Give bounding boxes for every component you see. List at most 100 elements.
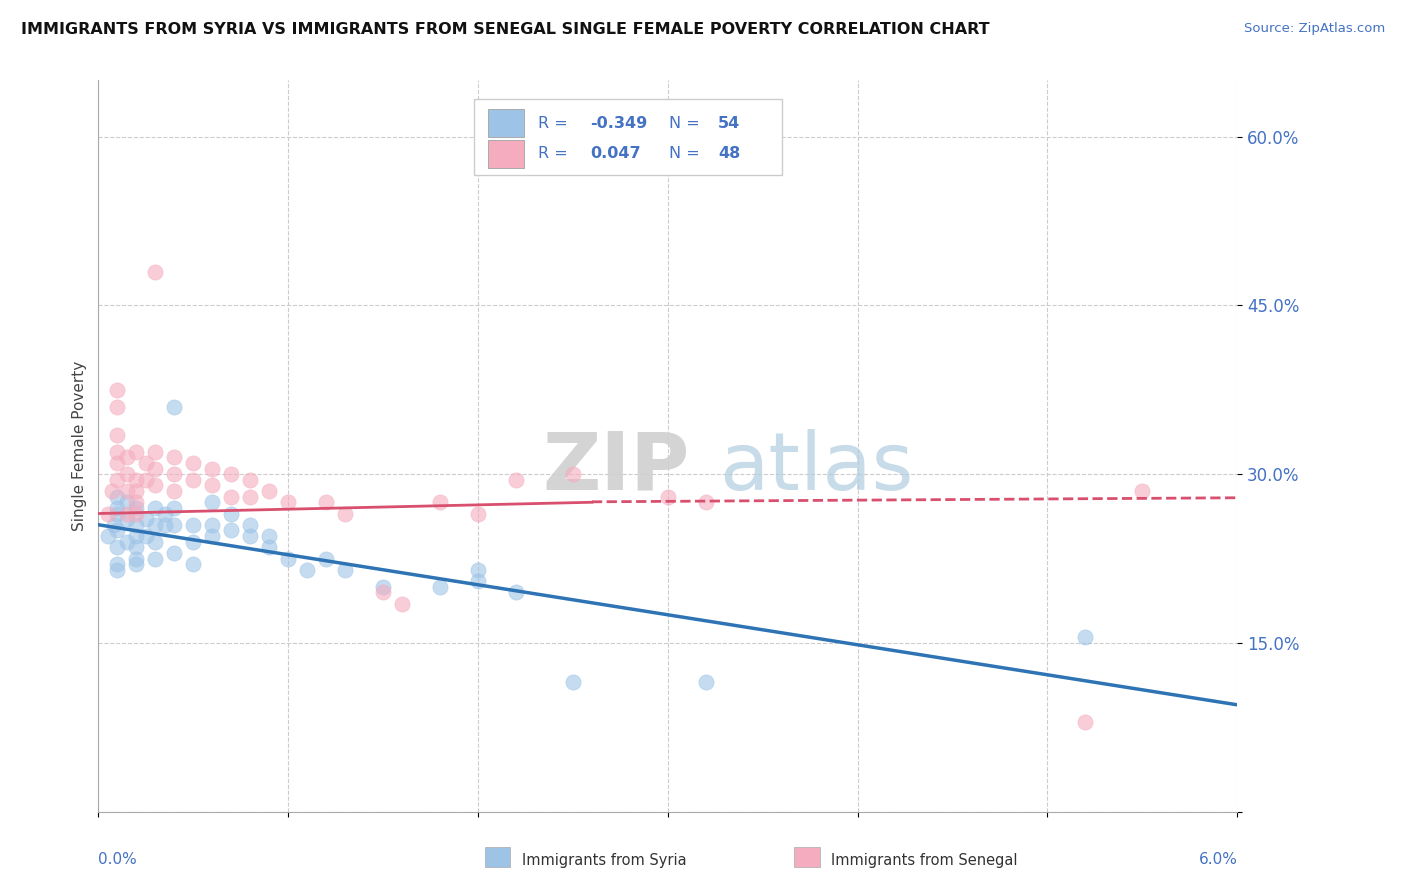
Point <box>297 563 319 577</box>
Point <box>97 529 120 543</box>
Point <box>97 507 120 521</box>
Point <box>115 507 138 521</box>
Point <box>239 529 262 543</box>
Point <box>125 541 148 555</box>
Point <box>259 541 281 555</box>
Point <box>371 580 394 594</box>
Text: N =: N = <box>669 116 704 130</box>
Text: 48: 48 <box>718 146 740 161</box>
Point <box>335 507 357 521</box>
Point <box>201 529 224 543</box>
Point <box>221 490 243 504</box>
Point <box>107 383 129 397</box>
Point <box>135 456 157 470</box>
Point <box>1132 483 1154 498</box>
Point <box>107 563 129 577</box>
Point <box>429 580 451 594</box>
Point <box>153 517 176 532</box>
Point <box>467 507 489 521</box>
Point <box>277 495 299 509</box>
Bar <box>474 99 782 176</box>
Point <box>125 495 148 509</box>
Text: Source: ZipAtlas.com: Source: ZipAtlas.com <box>1244 22 1385 36</box>
Point <box>657 490 679 504</box>
Point <box>145 551 167 566</box>
Point <box>371 585 394 599</box>
Point <box>429 495 451 509</box>
Point <box>562 467 585 482</box>
Text: ZIP: ZIP <box>543 429 690 507</box>
Point <box>1074 630 1097 644</box>
Point <box>145 517 167 532</box>
Point <box>125 483 148 498</box>
Point <box>1074 714 1097 729</box>
Point <box>153 507 176 521</box>
Point <box>183 517 205 532</box>
Point <box>107 490 129 504</box>
Point <box>125 529 148 543</box>
Point <box>103 517 125 532</box>
Point <box>115 495 138 509</box>
Point <box>562 675 585 690</box>
Bar <box>485 847 510 867</box>
Text: -0.349: -0.349 <box>591 116 648 130</box>
Text: Immigrants from Senegal: Immigrants from Senegal <box>831 854 1018 868</box>
Point <box>115 450 138 465</box>
Point <box>259 529 281 543</box>
Point <box>391 597 413 611</box>
Text: IMMIGRANTS FROM SYRIA VS IMMIGRANTS FROM SENEGAL SINGLE FEMALE POVERTY CORRELATI: IMMIGRANTS FROM SYRIA VS IMMIGRANTS FROM… <box>21 22 990 37</box>
Text: 6.0%: 6.0% <box>1198 852 1237 867</box>
Point <box>183 473 205 487</box>
Bar <box>488 109 524 137</box>
Point <box>505 473 527 487</box>
Point <box>115 483 138 498</box>
Point <box>135 529 157 543</box>
Point <box>125 473 148 487</box>
Point <box>467 574 489 588</box>
Point <box>183 456 205 470</box>
Point <box>201 517 224 532</box>
Point <box>115 512 138 526</box>
Point <box>239 490 262 504</box>
Point <box>163 500 186 515</box>
Point <box>221 467 243 482</box>
Point <box>125 444 148 458</box>
Point <box>135 512 157 526</box>
Point <box>163 450 186 465</box>
Point <box>107 524 129 538</box>
Y-axis label: Single Female Poverty: Single Female Poverty <box>72 361 87 531</box>
Point <box>505 585 527 599</box>
Point <box>115 534 138 549</box>
Point <box>107 400 129 414</box>
Point <box>107 427 129 442</box>
Point <box>145 444 167 458</box>
Point <box>125 517 148 532</box>
Point <box>135 473 157 487</box>
Text: 54: 54 <box>718 116 740 130</box>
Point <box>239 517 262 532</box>
Point <box>163 517 186 532</box>
Point <box>315 495 337 509</box>
Point <box>239 473 262 487</box>
Point <box>145 461 167 475</box>
Point <box>467 563 489 577</box>
Point <box>107 456 129 470</box>
Point <box>695 675 717 690</box>
Text: R =: R = <box>538 116 572 130</box>
Point <box>125 551 148 566</box>
Text: 0.0%: 0.0% <box>98 852 138 867</box>
Point <box>125 500 148 515</box>
Point <box>107 541 129 555</box>
Point <box>201 495 224 509</box>
Point <box>277 551 299 566</box>
Point <box>201 461 224 475</box>
Point <box>259 483 281 498</box>
Point <box>115 467 138 482</box>
Bar <box>488 140 524 168</box>
Point <box>163 400 186 414</box>
Point <box>201 478 224 492</box>
Point <box>163 546 186 560</box>
Point <box>221 524 243 538</box>
Point <box>107 444 129 458</box>
Point <box>145 478 167 492</box>
